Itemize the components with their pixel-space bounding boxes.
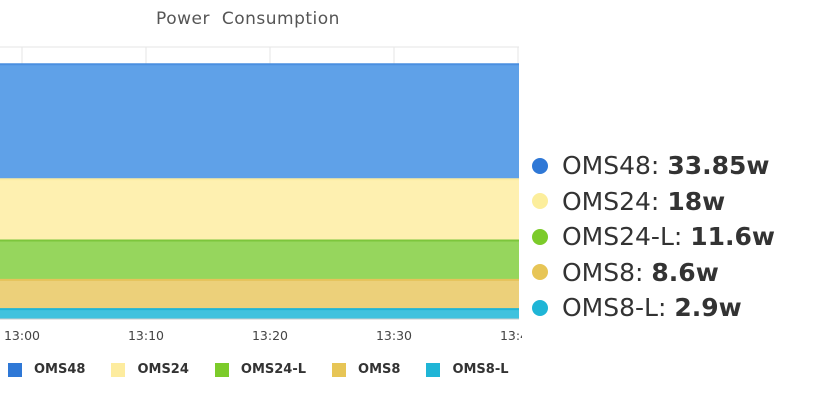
series-dot-icon <box>532 157 548 174</box>
legend-item-oms48[interactable]: OMS48 <box>8 362 85 377</box>
series-dot-icon <box>532 264 548 281</box>
legend-label: OMS48 <box>34 362 86 377</box>
legend-swatch <box>332 362 347 377</box>
bottom-legend: OMS48 OMS24 OMS24-L OMS8 OMS8-L <box>8 362 535 377</box>
value-readout-oms8-l: OMS8-L: 2.9w <box>532 290 775 326</box>
x-axis-ticks: 13:00 13:10 13:20 13:30 13:40 <box>0 318 522 343</box>
value-readout-oms24: OMS24: 18w <box>532 184 775 220</box>
readout-name: OMS8: <box>562 257 652 287</box>
series-dot-icon <box>532 228 548 245</box>
legend-label: OMS24-L <box>240 362 307 377</box>
legend-item-oms24[interactable]: OMS24 <box>111 362 189 377</box>
chart-title: Power Consumption <box>156 9 340 29</box>
area-series-oms24[interactable] <box>0 179 519 241</box>
x-tick-label: 13:30 <box>376 328 412 343</box>
value-readout-oms24-l: OMS24-L: 11.6w <box>532 219 775 255</box>
value-readout-oms48: OMS48: 33.85w <box>532 148 775 184</box>
legend-label: OMS8 <box>358 362 401 377</box>
area-series-oms24-l[interactable] <box>0 240 519 280</box>
legend-swatch <box>214 362 229 377</box>
readout-value: 33.85w <box>667 151 770 181</box>
readout-name: OMS24: <box>562 186 668 216</box>
series-dot-icon <box>532 193 548 210</box>
x-tick-label: 13:10 <box>128 328 164 343</box>
side-legend: OMS48: 33.85w OMS24: 18w OMS24-L: 11.6w OMS… <box>532 148 775 326</box>
legend-swatch <box>8 362 22 377</box>
x-tick-label: 13:40 <box>500 328 522 343</box>
x-tick-label: 13:20 <box>252 328 288 343</box>
area-series-oms8-l[interactable] <box>0 309 519 319</box>
legend-item-oms8[interactable]: OMS8 <box>332 362 400 377</box>
readout-name: OMS8-L: <box>562 293 675 323</box>
readout-value: 2.9w <box>674 293 742 323</box>
readout-value: 18w <box>667 186 726 216</box>
area-series-oms48[interactable] <box>0 64 519 180</box>
legend-item-oms8-l[interactable]: OMS8-L <box>426 362 509 377</box>
legend-label: OMS8-L <box>452 362 509 377</box>
area-chart: 13:00 13:10 13:20 13:30 13:40 <box>0 46 522 343</box>
legend-label: OMS24 <box>137 362 189 377</box>
legend-swatch <box>426 362 441 377</box>
readout-value: 8.6w <box>651 257 719 287</box>
readout-value: 11.6w <box>690 222 776 252</box>
area-series-group <box>0 63 519 319</box>
area-series-oms8[interactable] <box>0 279 519 310</box>
legend-item-oms24-l[interactable]: OMS24-L <box>214 362 307 377</box>
legend-swatch <box>111 362 126 377</box>
readout-name: OMS24-L: <box>562 222 691 252</box>
series-dot-icon <box>532 299 548 316</box>
readout-name: OMS48: <box>562 151 668 181</box>
value-readout-oms8: OMS8: 8.6w <box>532 255 775 291</box>
x-tick-label: 13:00 <box>4 328 40 343</box>
